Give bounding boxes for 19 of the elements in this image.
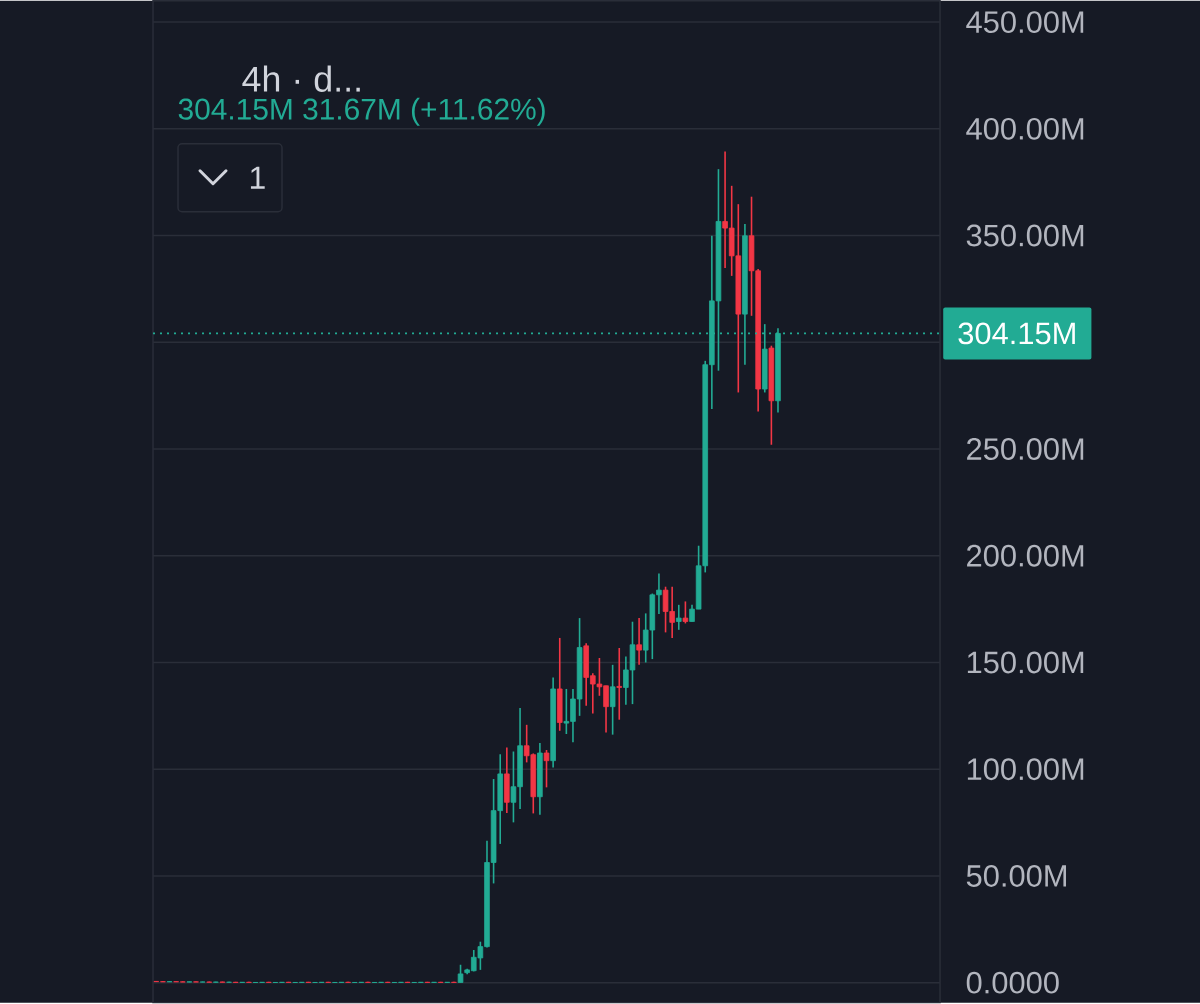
y-tick-label: 150.00M xyxy=(967,651,1084,674)
y-tick-label: 400.00M xyxy=(966,118,1084,140)
candlestick xyxy=(609,664,616,736)
y-tick-label: 200.00M xyxy=(967,545,1084,567)
y-tick-label: 100.00M xyxy=(967,758,1084,781)
candlestick xyxy=(636,617,642,666)
y-tick-label: 250.00M xyxy=(967,438,1084,461)
candlestick xyxy=(616,647,623,721)
y-tick-label: 50.00M xyxy=(966,865,1067,888)
annotation: 1 xyxy=(250,167,265,189)
y-tick-label: 450.00M xyxy=(966,11,1084,34)
text: 304.15M 31.67M (+11.62%) xyxy=(178,98,545,126)
candlestick xyxy=(676,604,682,631)
ref-line-label: 304.15M xyxy=(958,322,1075,345)
candlestick xyxy=(543,749,550,789)
candlestick xyxy=(682,600,689,625)
y-tick-label: 0.0000 xyxy=(966,972,1059,994)
y-tick-label: 350.00M xyxy=(966,224,1084,247)
text: 4h · d... xyxy=(242,65,360,93)
